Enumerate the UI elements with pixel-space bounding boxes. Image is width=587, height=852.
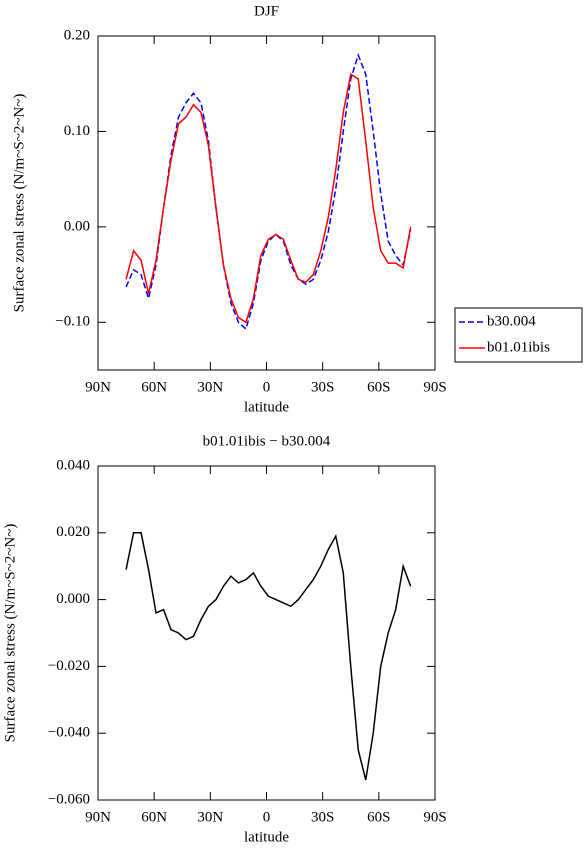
y-tick-label: 0.040 [56, 457, 90, 473]
chart-title: DJF [254, 3, 279, 19]
legend-label: b01.01ibis [487, 339, 550, 355]
data-line [125, 52, 412, 331]
x-tick-label: 90N [85, 379, 111, 395]
x-tick-label: 30N [197, 809, 223, 825]
x-tick-label: 0 [263, 379, 271, 395]
chart-title: b01.01ibis − b30.004 [203, 433, 331, 449]
legend-label: b30.004 [487, 313, 536, 329]
y-tick-label: 0.020 [56, 524, 90, 540]
x-tick-label: 90S [423, 809, 446, 825]
data-line [125, 72, 412, 324]
plot-frame [97, 35, 436, 371]
y-tick-label: −0.060 [48, 791, 90, 807]
x-tick-label: 60N [141, 379, 167, 395]
x-tick-label: 0 [263, 809, 271, 825]
x-tick-label: 60S [367, 379, 390, 395]
legend-box [454, 307, 583, 363]
x-axis-label: latitude [244, 399, 289, 415]
x-tick-label: 60N [141, 809, 167, 825]
y-axis-label: Surface zonal stress (N/m~S~2~N~) [11, 94, 27, 313]
x-tick-label: 30N [197, 379, 223, 395]
y-tick-label: −0.10 [55, 314, 90, 330]
y-tick-label: 0.00 [64, 218, 90, 234]
x-tick-label: 90N [85, 809, 111, 825]
y-axis-label: Surface zonal stress (N/m~S~2~N~) [2, 524, 18, 743]
x-tick-label: 30S [311, 809, 334, 825]
x-tick-label: 60S [367, 809, 390, 825]
y-tick-label: −0.040 [48, 725, 90, 741]
plot-frame [97, 465, 436, 801]
y-tick-label: 0.20 [64, 27, 90, 43]
x-tick-label: 90S [423, 379, 446, 395]
y-tick-label: 0.10 [64, 123, 90, 139]
data-line [125, 532, 412, 781]
y-tick-label: 0.000 [56, 591, 90, 607]
x-tick-label: 30S [311, 379, 334, 395]
y-tick-label: −0.020 [48, 658, 90, 674]
x-axis-label: latitude [244, 829, 289, 845]
